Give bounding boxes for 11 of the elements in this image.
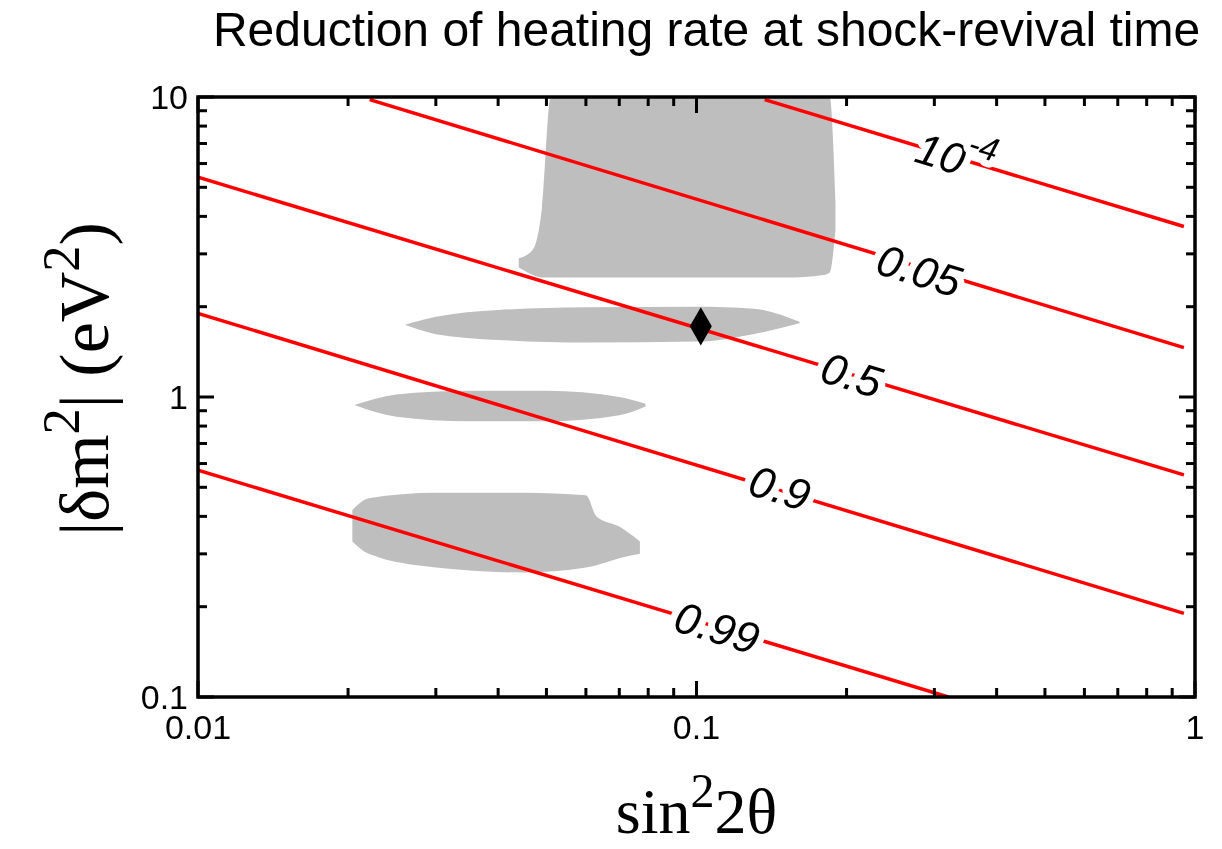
y-tick-label: 1 (169, 378, 188, 416)
annotation: 0.5 (815, 341, 889, 407)
annotation: 0.99 (669, 591, 766, 664)
x-tick-label: 0.1 (672, 708, 721, 746)
annotation: 10$^{-4}$ (910, 122, 1004, 184)
chart-title: Reduction of heating rate at shock-revival time (212, 3, 1201, 56)
x-axis-title: sin$^{2}$2θ (615, 763, 778, 847)
x-tick-label: 1 (1185, 708, 1205, 746)
annotation: 0.05 (871, 234, 969, 307)
annotation: 0.9 (743, 454, 817, 520)
y-tick-label: 10 (150, 78, 188, 116)
